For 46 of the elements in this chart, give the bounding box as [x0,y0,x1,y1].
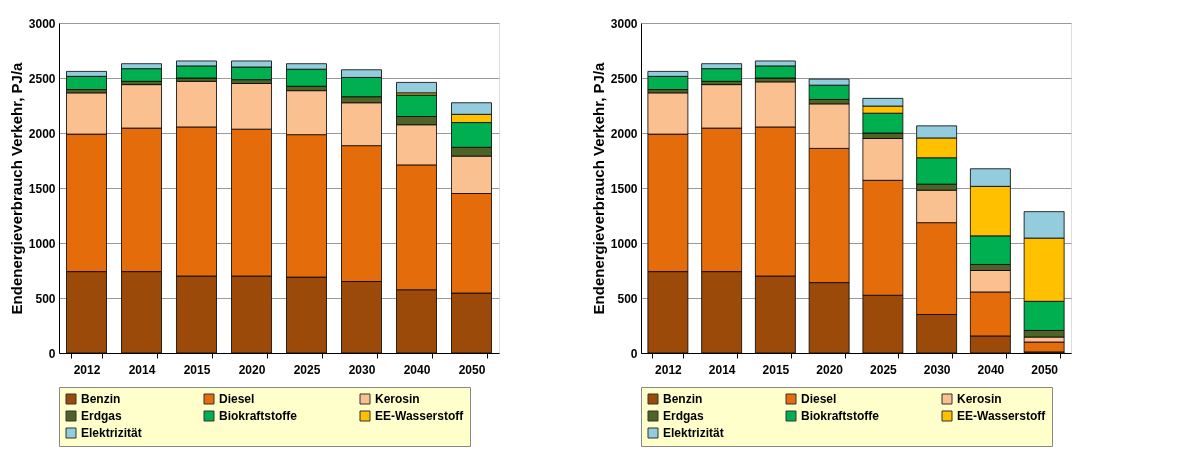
x-tick-label: 2050 [1031,362,1059,377]
x-tick-label: 2025 [870,362,898,377]
y-tick-label: 1500 [28,181,56,196]
legend-label: Elektrizität [663,426,724,440]
x-tick-label: 2020 [238,362,266,377]
y-tick-label: 2000 [610,126,638,141]
x-tick-label: 2015 [183,362,211,377]
legend-label: EE-Wasserstoff [375,409,465,423]
x-tick-label: 2012 [73,362,101,377]
legend-label: Elektrizität [81,426,142,440]
x-tick-label: 2050 [458,362,486,377]
legend-label: EE-Wasserstoff [957,409,1047,423]
y-tick-label: 2500 [28,71,56,86]
y-tick-label: 0 [48,346,56,361]
y-tick-label: 1000 [28,236,56,251]
legend-label: Diesel [801,392,837,406]
legend-label: Erdgas [81,409,123,423]
y-tick-label: 0 [630,346,638,361]
x-tick-label: 2040 [403,362,431,377]
legend-label: Biokraftstoffe [801,409,880,423]
legend-label: Diesel [219,392,255,406]
y-tick-label: 500 [35,291,56,306]
y-tick-label: 2000 [28,126,56,141]
x-tick-label: 2015 [762,362,790,377]
legend-label: Benzin [81,392,121,406]
legend-label: Biokraftstoffe [219,409,298,423]
x-tick-label: 2020 [816,362,844,377]
x-tick-label: 2030 [348,362,376,377]
x-tick-label: 2040 [977,362,1005,377]
y-tick-label: 1500 [610,181,638,196]
legend-label: Erdgas [663,409,705,423]
y-axis-title: Endenergieverbrauch Verkehr, PJ/a [7,61,25,315]
y-tick-label: 2500 [610,71,638,86]
y-tick-label: 1000 [610,236,638,251]
x-tick-label: 2030 [923,362,951,377]
legend-label: Kerosin [375,392,420,406]
x-tick-label: 2025 [293,362,321,377]
x-tick-label: 2014 [708,362,736,377]
x-tick-label: 2014 [128,362,156,377]
legend-label: Kerosin [957,392,1002,406]
x-tick-label: 2012 [655,362,683,377]
y-axis-title: Endenergieverbrauch Verkehr, PJ/a [589,61,607,315]
y-tick-label: 3000 [610,16,638,31]
y-tick-label: 3000 [28,16,56,31]
legend-label: Benzin [663,392,703,406]
y-tick-label: 500 [617,291,638,306]
